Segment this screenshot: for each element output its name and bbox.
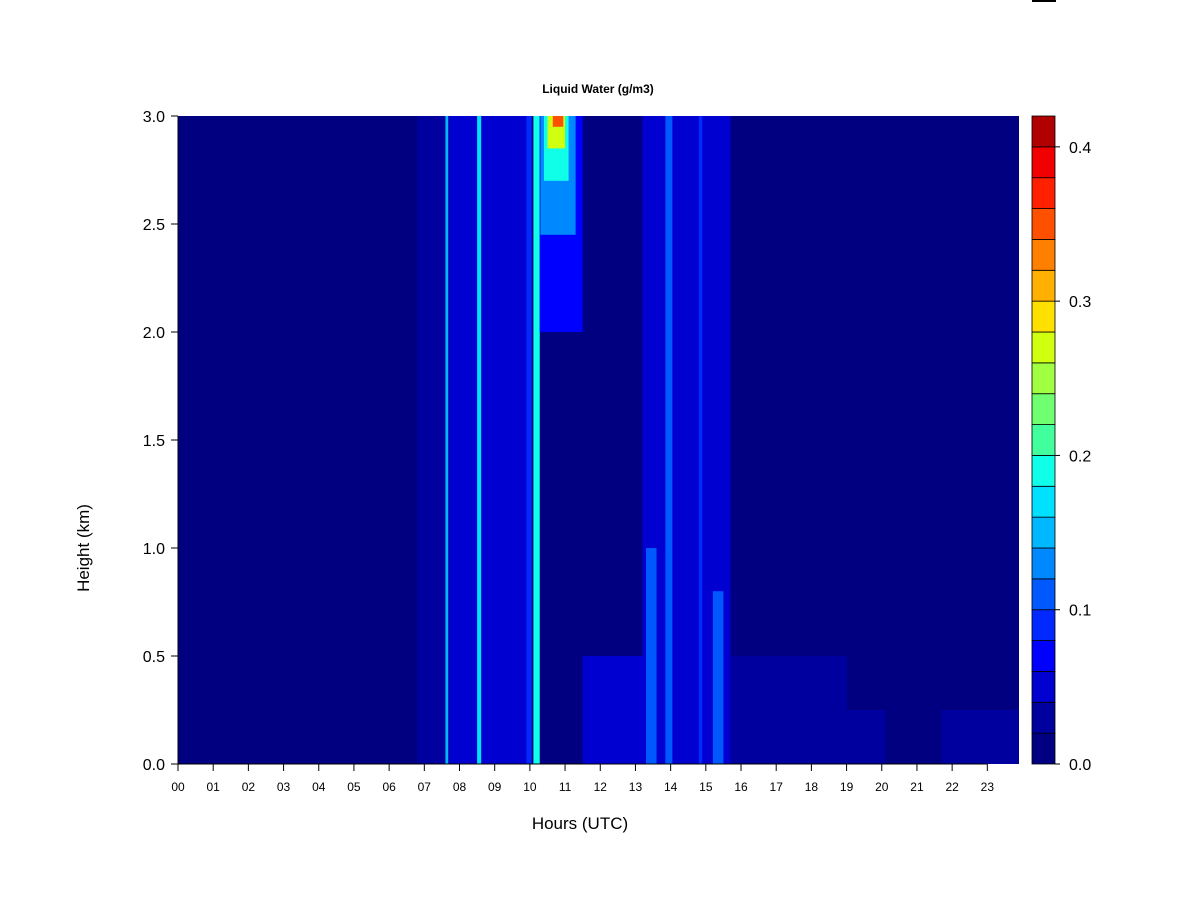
x-tick-label: 00 xyxy=(171,780,185,794)
y-tick-label: 0.0 xyxy=(143,757,165,774)
heatmap-cell xyxy=(481,116,530,764)
y-tick-label: 3.0 xyxy=(143,109,165,126)
colorbar-swatch xyxy=(1031,455,1056,487)
y-tick-label: 2.5 xyxy=(143,217,165,234)
colorbar-swatch xyxy=(1031,671,1056,703)
colorbar: 0.0 0.1 0.2 0.3 0.4 xyxy=(1031,115,1091,774)
colorbar-swatch xyxy=(1031,331,1056,364)
x-tick-label: 11 xyxy=(559,780,572,794)
colorbar-swatch xyxy=(1031,208,1056,240)
x-tick-label: 23 xyxy=(981,780,995,794)
colorbar-swatch xyxy=(1031,547,1056,580)
heatmap-cell xyxy=(665,116,673,764)
colorbar-swatch xyxy=(1031,516,1056,549)
x-tick-label: 08 xyxy=(453,780,467,794)
heatmap-cell xyxy=(582,656,643,764)
colorbar-swatch xyxy=(1031,177,1056,209)
x-tick-label: 18 xyxy=(805,780,819,794)
colorbar-swatch xyxy=(1031,485,1056,518)
x-tick-label: 07 xyxy=(418,780,432,794)
x-tick-label: 17 xyxy=(770,780,784,794)
heatmap-cell xyxy=(846,710,886,764)
heatmap-cell xyxy=(417,116,446,764)
y-axis-label: Height (km) xyxy=(74,504,93,592)
x-axis-label: Hours (UTC) xyxy=(532,814,628,833)
x-tick-label: 06 xyxy=(382,780,396,794)
colorbar-swatch xyxy=(1031,300,1056,333)
heatmap-cell xyxy=(941,710,1019,764)
heatmap-cell xyxy=(698,116,703,764)
heatmap-cell xyxy=(646,548,657,764)
x-tick-label: 14 xyxy=(664,780,678,794)
colorbar-swatch xyxy=(1031,115,1056,148)
heatmap-cell xyxy=(533,116,540,764)
colorbar-swatch xyxy=(1031,609,1056,641)
x-tick-label: 02 xyxy=(242,780,256,794)
heatmap-cell xyxy=(477,116,482,764)
x-tick-label: 12 xyxy=(594,780,608,794)
colorbar-swatch xyxy=(1031,362,1056,395)
y-tick-label: 2.0 xyxy=(143,325,165,342)
x-tick-label: 15 xyxy=(699,780,713,794)
colorbar-swatch xyxy=(1031,701,1056,734)
colorbar-swatch xyxy=(1031,578,1056,611)
chart-title: Liquid Water (g/m3) xyxy=(542,82,654,96)
x-tick-label: 22 xyxy=(945,780,959,794)
x-tick-label: 05 xyxy=(347,780,361,794)
x-tick-label: 01 xyxy=(207,780,221,794)
colorbar-swatch xyxy=(1031,424,1056,456)
colorbar-tick-label: 0.1 xyxy=(1069,603,1091,620)
heatmap-cell xyxy=(445,116,449,764)
corner-mark xyxy=(1032,0,1056,2)
x-axis: 00 01 02 03 04 05 06 07 08 09 10 11 12 13 14 15 16 17 18 19… xyxy=(171,763,995,794)
x-tick-label: 20 xyxy=(875,780,889,794)
y-tick-label: 1.0 xyxy=(143,541,165,558)
colorbar-swatch xyxy=(1031,239,1056,271)
x-tick-label: 21 xyxy=(910,780,924,794)
heatmap-cell xyxy=(552,116,564,127)
colorbar-tick-label: 0.0 xyxy=(1069,757,1091,774)
x-tick-label: 03 xyxy=(277,780,291,794)
plot-area xyxy=(178,116,1019,764)
x-tick-label: 09 xyxy=(488,780,502,794)
heatmap-cell xyxy=(730,656,847,764)
colorbar-tick-label: 0.4 xyxy=(1069,140,1091,157)
heatmap-cell xyxy=(712,591,724,764)
x-tick-label: 04 xyxy=(312,780,326,794)
colorbar-swatch xyxy=(1031,732,1056,765)
y-tick-label: 0.5 xyxy=(143,649,165,666)
x-tick-label: 19 xyxy=(840,780,854,794)
colorbar-swatch xyxy=(1031,269,1056,302)
heatmap-cell xyxy=(526,116,532,764)
x-tick-label: 16 xyxy=(734,780,748,794)
colorbar-swatch xyxy=(1031,393,1056,425)
heatmap-cell xyxy=(448,116,478,764)
x-tick-label: 13 xyxy=(629,780,643,794)
colorbar-tick-label: 0.3 xyxy=(1069,294,1091,311)
colorbar-swatch xyxy=(1031,640,1056,672)
y-tick-label: 1.5 xyxy=(143,433,165,450)
colorbar-swatch xyxy=(1031,146,1056,179)
y-axis: 0.0 0.5 1.0 1.5 2.0 2.5 3.0 xyxy=(143,109,179,774)
x-tick-label: 10 xyxy=(523,780,537,794)
colorbar-tick-label: 0.2 xyxy=(1069,448,1091,465)
